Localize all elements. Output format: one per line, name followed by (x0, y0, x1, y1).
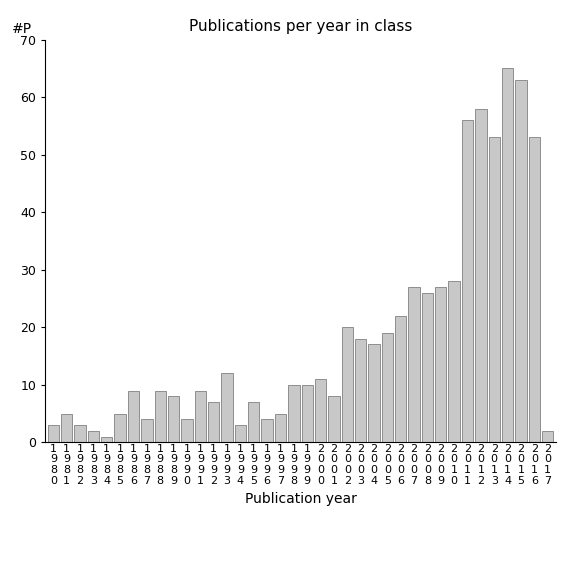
Bar (221, 373, 232, 442)
Bar (88, 431, 99, 442)
Title: Publications per year in class: Publications per year in class (189, 19, 412, 35)
Bar (128, 391, 139, 442)
Y-axis label: #P: #P (12, 22, 32, 36)
Bar (382, 333, 393, 442)
Bar (542, 431, 553, 442)
Bar (208, 402, 219, 442)
Bar (101, 437, 112, 442)
Bar (288, 385, 299, 442)
Bar (341, 327, 353, 442)
X-axis label: Publication year: Publication year (244, 492, 357, 506)
Bar (475, 109, 486, 442)
Bar (395, 316, 407, 442)
Bar (74, 425, 86, 442)
Bar (462, 120, 473, 442)
Bar (141, 419, 153, 442)
Bar (502, 69, 513, 442)
Bar (155, 391, 166, 442)
Bar (261, 419, 273, 442)
Bar (168, 396, 179, 442)
Bar (328, 396, 340, 442)
Bar (115, 413, 126, 442)
Bar (515, 80, 527, 442)
Bar (448, 281, 460, 442)
Bar (369, 345, 380, 442)
Bar (422, 293, 433, 442)
Bar (275, 413, 286, 442)
Bar (61, 413, 73, 442)
Bar (302, 385, 313, 442)
Bar (235, 425, 246, 442)
Bar (528, 137, 540, 442)
Bar (194, 391, 206, 442)
Bar (248, 402, 260, 442)
Bar (435, 287, 446, 442)
Bar (408, 287, 420, 442)
Bar (489, 137, 500, 442)
Bar (181, 419, 193, 442)
Bar (48, 425, 59, 442)
Bar (355, 338, 366, 442)
Bar (315, 379, 326, 442)
